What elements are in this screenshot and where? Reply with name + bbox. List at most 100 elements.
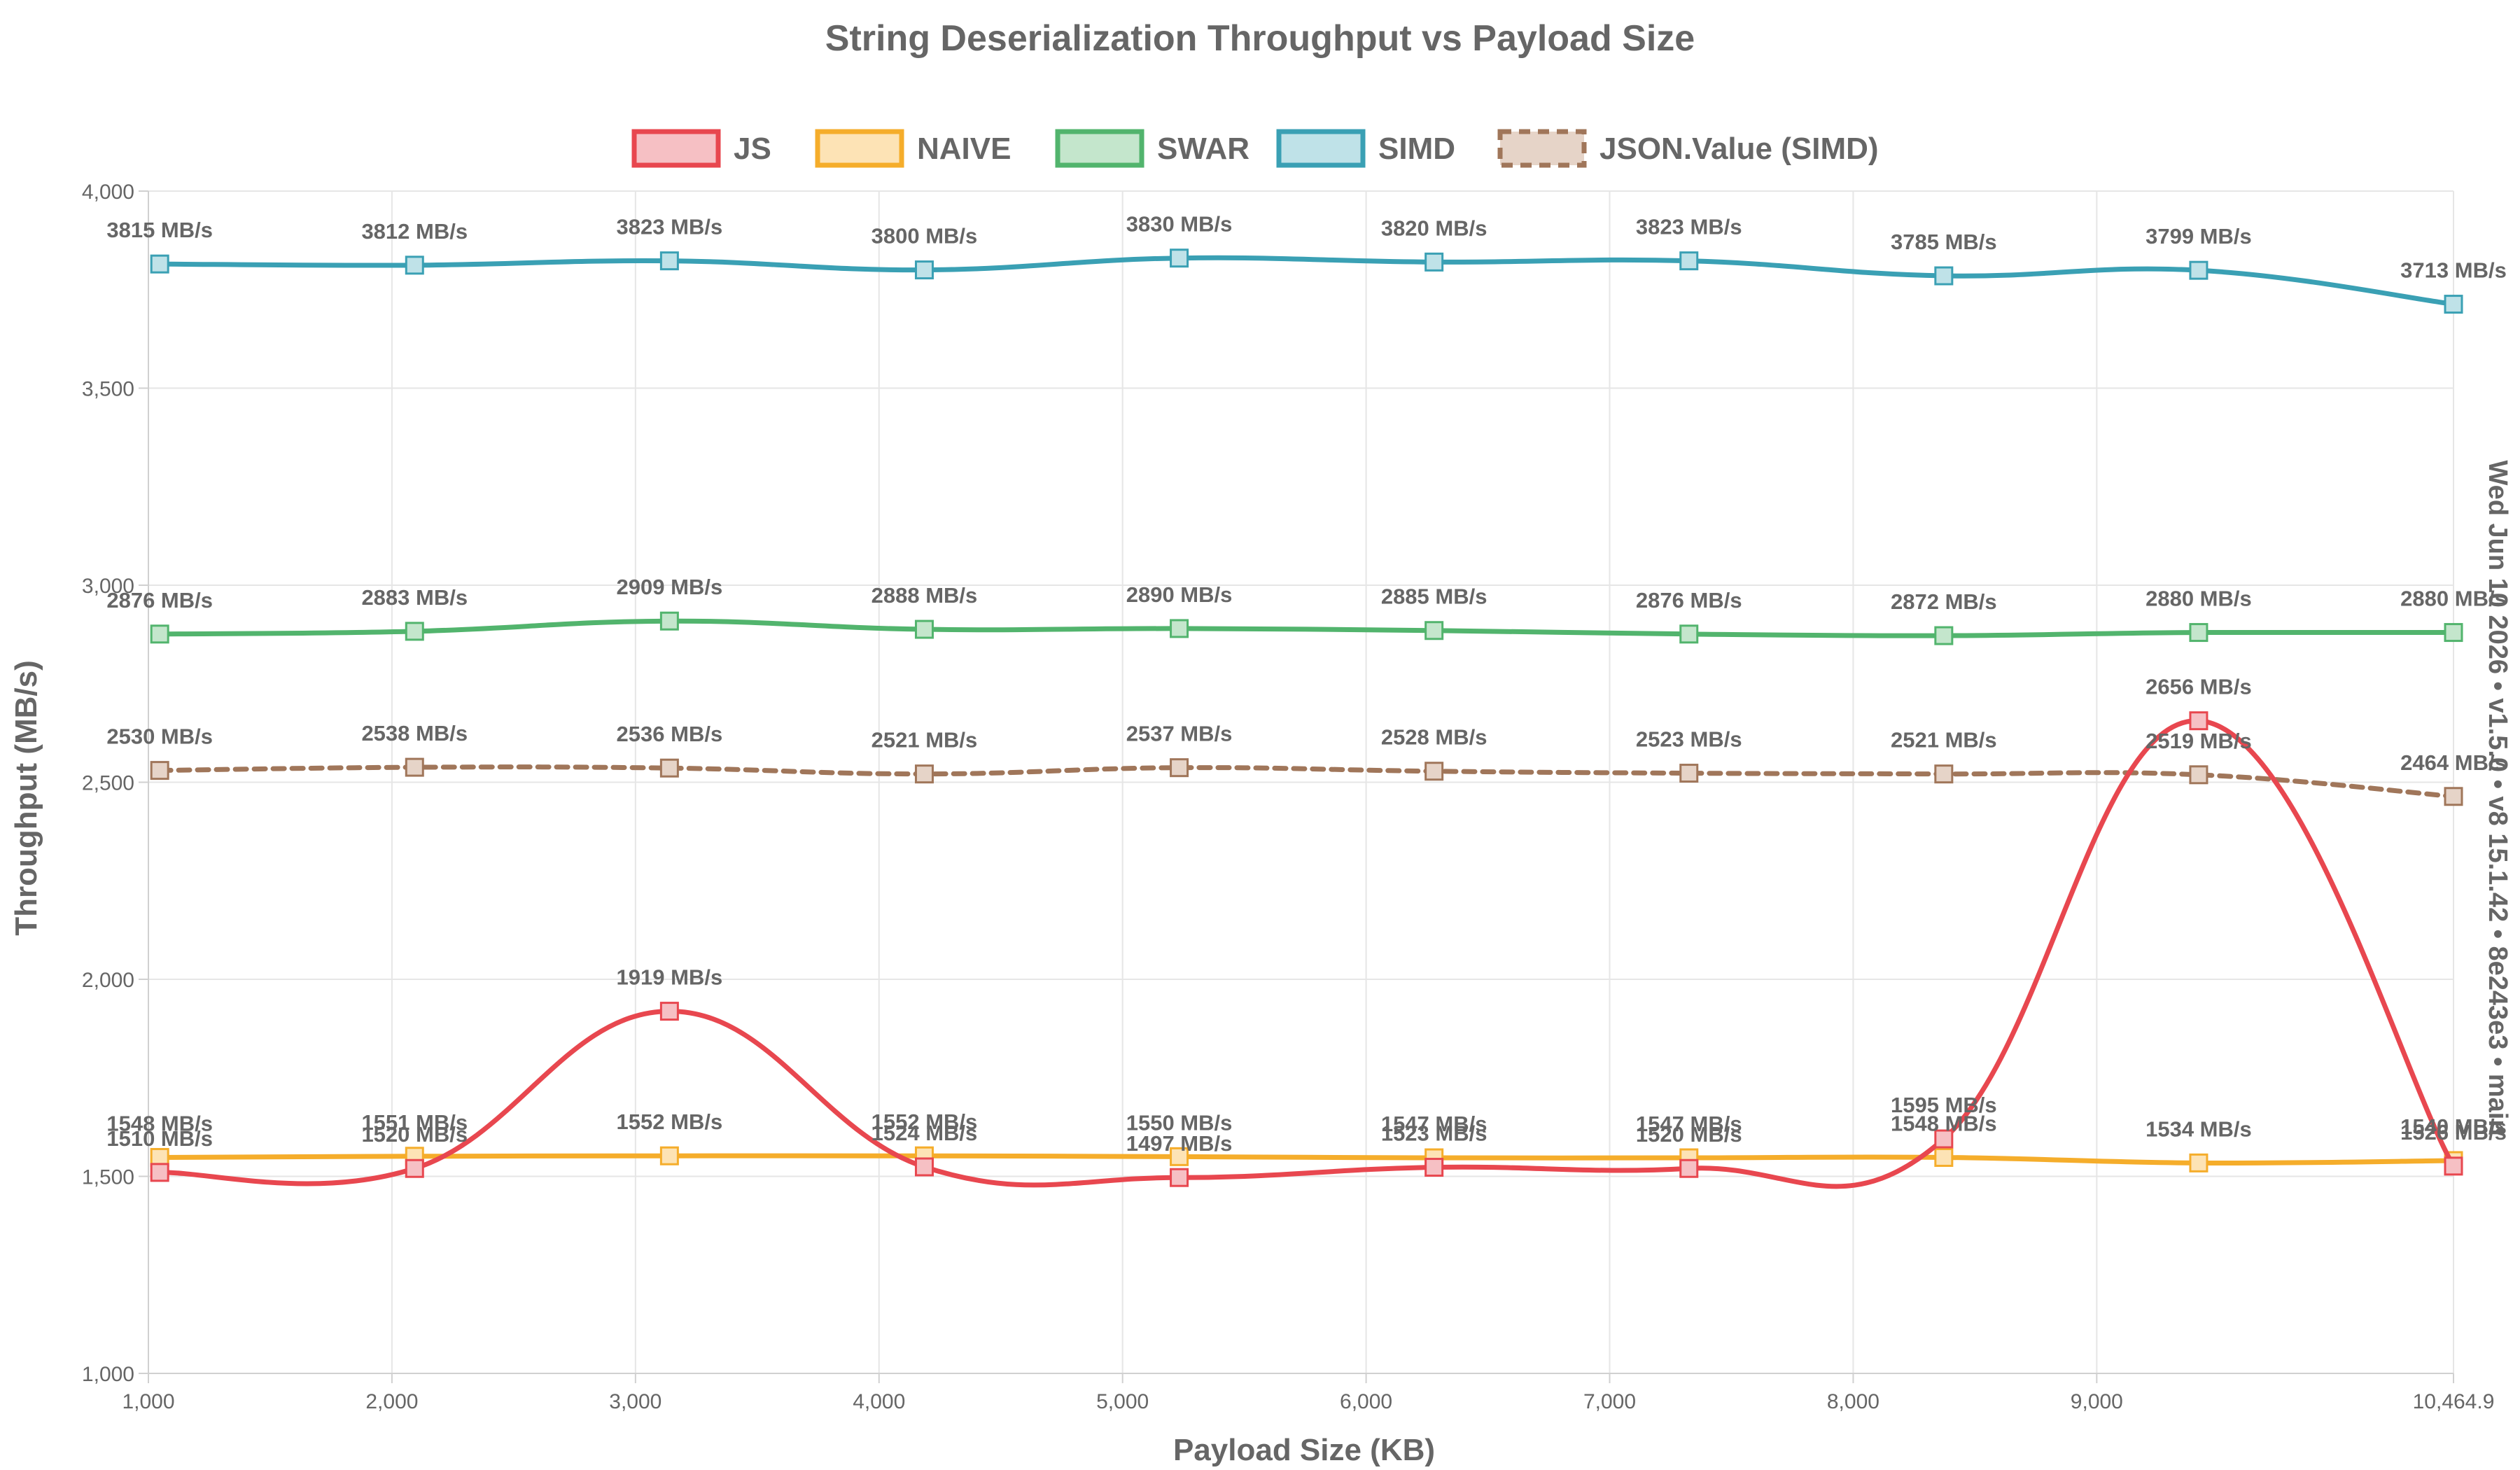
axes: 1,000 1,500 2,000 2,500 3,000 3,500 4,000 1,000… [82,181,2494,1413]
legend-item-js[interactable]: JS [631,129,771,168]
legend-item-json-value-simd[interactable]: JSON.Value (SIMD) [1497,129,1879,168]
legend-item-simd[interactable]: SIMD [1276,129,1455,168]
data-point-json-value-simd[interactable] [659,758,679,778]
data-point-js[interactable] [1679,1158,1699,1178]
x-axis-label: Payload Size (KB) [1173,1433,1435,1467]
series-line-json-value-simd [157,764,2456,799]
data-point-simd[interactable] [1679,251,1699,271]
data-point-naive[interactable] [1170,1147,1189,1166]
data-point-json-value-simd[interactable] [1170,758,1189,778]
legend-item-naive[interactable]: NAIVE [815,129,1011,168]
data-label-simd: 3823 MB/s [1636,215,1742,239]
data-label-simd: 3812 MB/s [361,219,468,244]
x-tick-label: 5,000 [1096,1390,1149,1413]
data-point-simd[interactable] [405,255,424,275]
data-label-swar: 2883 MB/s [361,585,468,610]
x-tick-label: 3,000 [609,1390,662,1413]
data-point-simd[interactable] [1170,248,1189,268]
data-point-json-value-simd[interactable] [405,757,424,777]
data-label-js: 1526 MB/s [2400,1120,2507,1144]
data-point-swar[interactable] [1424,621,1444,640]
data-point-simd[interactable] [2444,295,2463,314]
legend-swatch-naive [815,129,904,168]
data-label-simd: 3713 MB/s [2400,258,2507,283]
data-label-simd: 3830 MB/s [1126,212,1233,237]
data-label-json-value-simd: 2538 MB/s [361,721,468,746]
data-label-js: 2656 MB/s [2146,675,2252,699]
data-point-simd[interactable] [150,254,169,274]
data-label-naive: 1540 MB/s [2400,1114,2507,1139]
data-label-simd: 3823 MB/s [617,215,723,239]
legend-label-swar: SWAR [1157,132,1250,166]
data-label-js: 1595 MB/s [1891,1093,1997,1117]
data-point-swar[interactable] [659,611,679,631]
data-point-swar[interactable] [914,620,934,639]
data-point-naive[interactable] [659,1146,679,1166]
data-point-swar[interactable] [150,624,169,644]
data-point-swar[interactable] [405,622,424,641]
data-point-swar[interactable] [1679,624,1699,644]
data-label-json-value-simd: 2537 MB/s [1126,722,1233,746]
data-label-naive: 1547 MB/s [1636,1112,1742,1136]
data-label-json-value-simd: 2519 MB/s [2146,729,2252,753]
legend-label-naive: NAIVE [917,132,1011,166]
y-tick-label: 2,000 [82,969,134,992]
side-note: Wed Jun 10 2026 • v1.5.0 • v8 15.1.42 • … [2483,460,2512,1135]
data-label-simd: 3800 MB/s [872,224,978,248]
x-tick-label: 7,000 [1583,1390,1636,1413]
data-point-js[interactable] [2444,1156,2463,1176]
series-line-simd [157,255,2456,307]
data-point-simd[interactable] [1934,266,1954,286]
data-label-json-value-simd: 2464 MB/s [2400,750,2507,775]
data-label-simd: 3815 MB/s [106,218,213,242]
data-label-naive: 1534 MB/s [2146,1116,2252,1141]
data-point-simd[interactable] [1424,252,1444,272]
data-label-json-value-simd: 2530 MB/s [106,724,213,749]
data-point-json-value-simd[interactable] [150,761,169,780]
legend-label-js: JS [734,132,771,166]
data-point-json-value-simd[interactable] [914,764,934,784]
data-point-json-value-simd[interactable] [1424,762,1444,781]
data-point-simd[interactable] [659,251,679,271]
data-point-simd[interactable] [2189,260,2208,280]
y-tick-label: 2,500 [82,772,134,795]
legend-item-swar[interactable]: SWAR [1055,129,1250,168]
data-point-json-value-simd[interactable] [1679,764,1699,783]
data-point-js[interactable] [1934,1129,1954,1149]
data-label-js: 1497 MB/s [1126,1131,1233,1156]
x-tick-label: 10,464.9 [2413,1390,2495,1413]
data-point-swar[interactable] [2444,623,2463,643]
data-point-naive[interactable] [2189,1153,2208,1172]
data-point-js[interactable] [150,1163,169,1182]
data-point-swar[interactable] [1170,619,1189,638]
data-point-simd[interactable] [914,260,934,280]
data-point-js[interactable] [659,1002,679,1021]
data-label-js: 1520 MB/s [361,1122,468,1147]
data-label-naive: 1551 MB/s [361,1110,468,1135]
x-tick-label: 6,000 [1340,1390,1392,1413]
data-point-swar[interactable] [1934,626,1954,645]
data-point-json-value-simd[interactable] [2444,787,2463,806]
data-point-js[interactable] [2189,711,2208,731]
data-label-json-value-simd: 2523 MB/s [1636,727,1742,752]
data-point-naive[interactable] [1934,1147,1954,1167]
x-tick-label: 4,000 [853,1390,905,1413]
data-point-js[interactable] [405,1158,424,1178]
legend-swatch-swar [1055,129,1144,168]
series-layer [150,248,2463,1189]
data-point-js[interactable] [914,1157,934,1177]
data-point-json-value-simd[interactable] [2189,765,2208,785]
data-label-js: 1510 MB/s [106,1126,213,1151]
y-tick-label: 3,500 [82,378,134,401]
data-point-swar[interactable] [2189,623,2208,643]
data-point-js[interactable] [1424,1158,1444,1177]
series-simd [150,248,2463,314]
data-label-swar: 2876 MB/s [1636,588,1742,612]
data-point-json-value-simd[interactable] [1934,764,1954,784]
data-point-js[interactable] [1170,1168,1189,1187]
y-tick-label: 4,000 [82,181,134,204]
legend: JS NAIVE SWAR SIMD JSON.Value (SIMD) [631,129,1879,168]
y-tick-label: 1,000 [82,1363,134,1386]
